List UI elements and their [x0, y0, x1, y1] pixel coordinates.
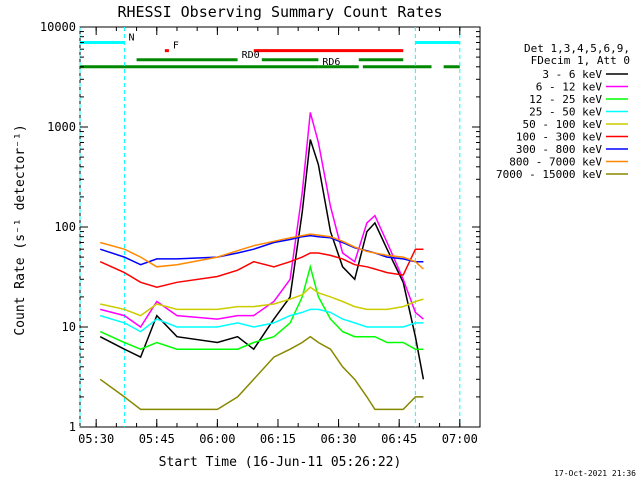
x-tick-label: 06:30: [321, 432, 357, 446]
y-tick-label: 1000: [47, 120, 76, 134]
x-tick-label: 05:30: [78, 432, 114, 446]
x-axis: 05:30 05:45 06:00 06:15 06:30 06:45 07:00: [78, 27, 481, 446]
x-tick-label: 06:15: [260, 432, 296, 446]
flag-label-f: F: [173, 41, 179, 52]
legend-label: 6 - 12 keV: [536, 81, 603, 94]
y-tick-label: 1: [69, 420, 76, 434]
chart-title: RHESSI Observing Summary Count Rates: [117, 3, 442, 21]
series-line: [99, 248, 424, 288]
footer-timestamp: 17-Oct-2021 21:36: [554, 469, 636, 478]
flag-label-n: N: [128, 32, 134, 43]
plot-frame: [79, 26, 481, 428]
x-tick-label: 06:00: [199, 432, 235, 446]
y-axis-label: Count Rate (s⁻¹ detector⁻¹): [13, 124, 28, 335]
series-line: [100, 286, 424, 317]
legend-label: 800 - 7000 keV: [509, 156, 602, 169]
series-line: [99, 263, 424, 351]
flag-label-rd6: RD6: [322, 57, 340, 68]
x-axis-label: Start Time (16-Jun-11 05:26:22): [159, 455, 402, 470]
flag-label-rd0: RD0: [242, 50, 260, 61]
legend-label: 7000 - 15000 keV: [496, 168, 602, 181]
series-line: [99, 139, 425, 380]
legend-label: 50 - 100 keV: [523, 118, 603, 131]
legend-header-1: Det 1,3,4,5,6,9,: [524, 42, 630, 55]
series-line: [100, 112, 424, 329]
y-tick-label: 100: [54, 220, 76, 234]
legend-label: 100 - 300 keV: [516, 131, 602, 144]
y-tick-label: 10000: [40, 20, 76, 34]
series-group: [99, 112, 425, 411]
x-tick-label: 07:00: [442, 432, 478, 446]
y-axis: 1 10 100 1000 10000: [40, 20, 480, 434]
legend-label: 25 - 50 keV: [529, 106, 602, 119]
flag-bars: N F RD0 RD6: [79, 27, 461, 427]
y-tick-label: 10: [62, 320, 76, 334]
x-tick-label: 05:45: [139, 432, 175, 446]
series-line: [99, 335, 424, 411]
legend-label: 300 - 800 keV: [516, 143, 602, 156]
series-line: [99, 308, 424, 333]
x-tick-label: 06:45: [381, 432, 417, 446]
series-line: [99, 233, 424, 270]
legend-label: 12 - 25 keV: [529, 93, 602, 106]
legend-header-2: FDecim 1, Att 0: [531, 54, 630, 67]
legend-label: 3 - 6 keV: [542, 68, 602, 81]
series-line: [99, 234, 424, 266]
